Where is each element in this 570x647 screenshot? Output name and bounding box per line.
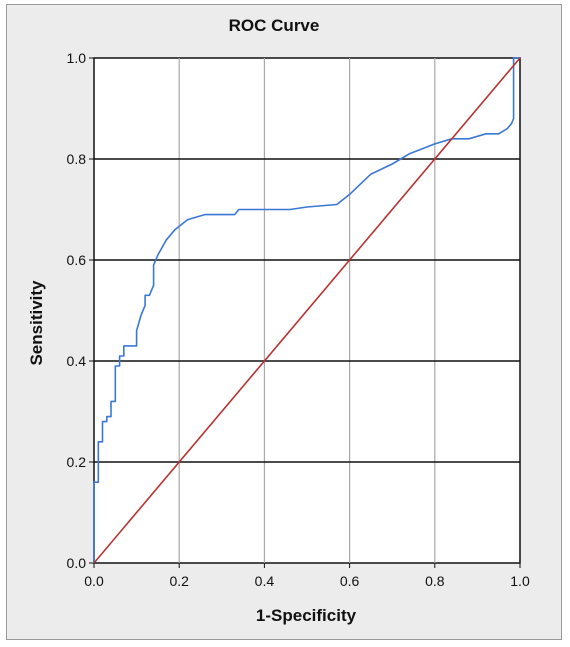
roc-curve-line (93, 57, 520, 563)
y-tick-label: 1.0 (67, 50, 87, 66)
y-tick-label: 0.8 (67, 151, 87, 167)
y-tick-label: 0.2 (67, 454, 87, 470)
x-axis-label: 1-Specificity (255, 606, 357, 625)
y-tick-label: 0.6 (67, 252, 87, 268)
x-tick-label: 0.8 (425, 573, 445, 589)
x-tick-label: 0.6 (340, 573, 360, 589)
x-tick-label: 1.0 (510, 573, 530, 589)
y-tick-label: 0.4 (67, 353, 87, 369)
x-tick-label: 0.0 (84, 573, 104, 589)
chart-title: ROC Curve (228, 16, 320, 35)
x-tick-label: 0.2 (169, 573, 189, 589)
y-tick-label: 0.0 (67, 555, 87, 571)
x-tick-label: 0.4 (255, 573, 275, 589)
reference-diagonal-line (93, 57, 521, 564)
